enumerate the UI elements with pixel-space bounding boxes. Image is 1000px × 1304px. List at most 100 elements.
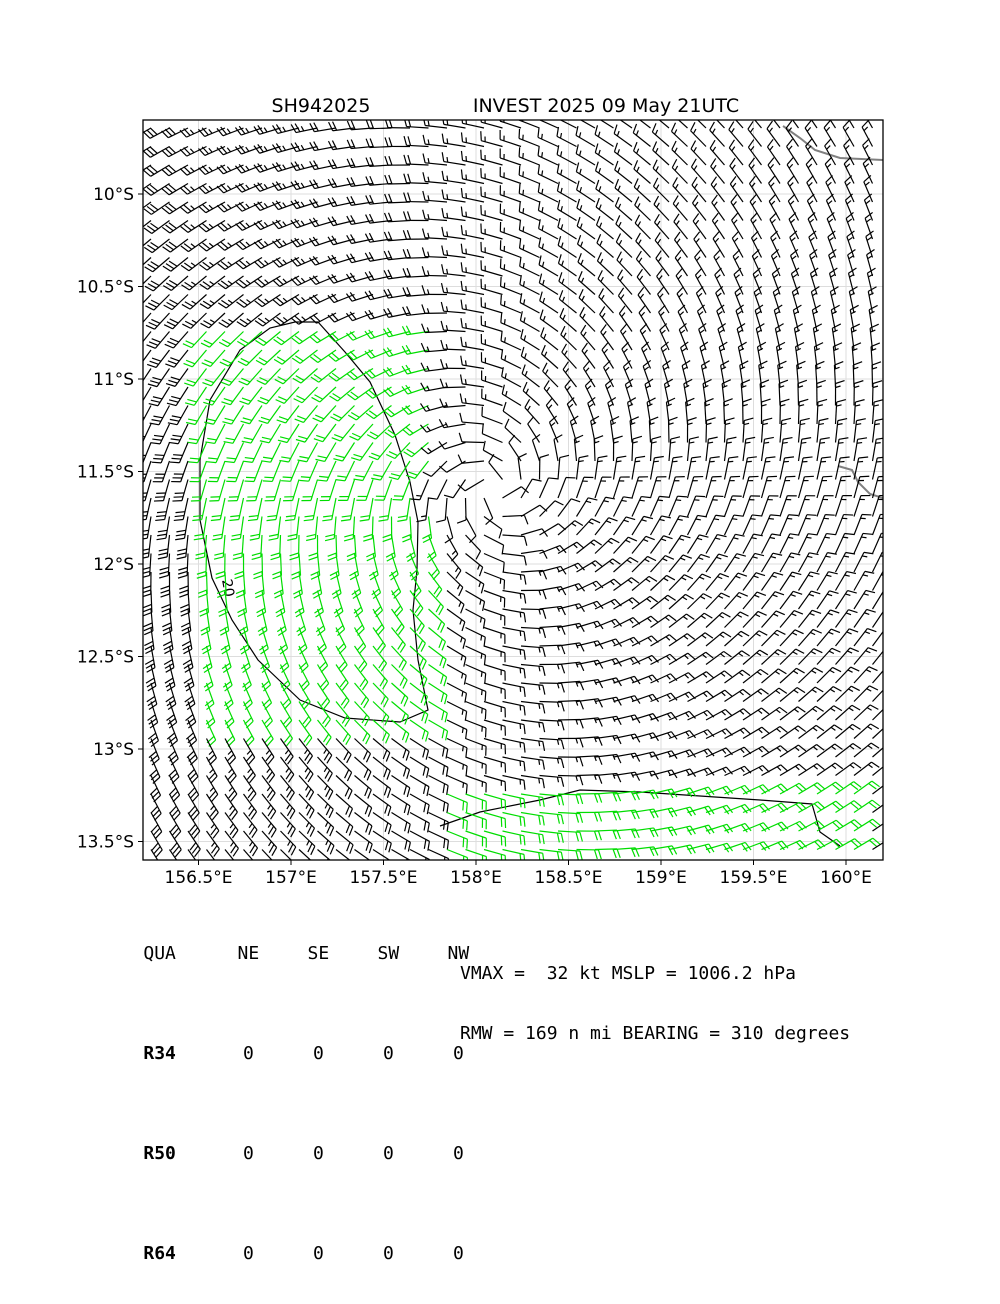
wind-barb (873, 838, 899, 850)
header-qua: QUA (143, 944, 213, 964)
wind-barb (522, 365, 539, 387)
wind-barb (447, 757, 467, 775)
wind-barb (780, 611, 803, 628)
wind-barb (577, 477, 594, 498)
wind-barb (762, 476, 777, 498)
wind-barb (780, 515, 798, 535)
wind-barb (295, 406, 318, 423)
wind-barb (277, 406, 299, 423)
wind-barb (310, 295, 336, 304)
wind-barb (365, 271, 391, 280)
wind-barb (539, 237, 558, 257)
wind-barb (461, 356, 484, 369)
wind-barb (576, 126, 595, 146)
wind-barb (309, 256, 336, 265)
cell: 0 (423, 1244, 493, 1264)
wind-barb (541, 327, 558, 350)
wind-barb (461, 337, 484, 350)
wind-barb (262, 683, 272, 709)
wind-barb (355, 794, 372, 817)
wind-barb (150, 406, 170, 425)
wind-barb (501, 277, 521, 295)
wind-barb (421, 443, 447, 454)
wind-barb (706, 515, 725, 535)
wind-barb (198, 128, 225, 137)
x-tick-label: 160°E (820, 868, 872, 888)
wind-barb (799, 534, 818, 554)
wind-barb (725, 534, 745, 553)
wind-barb (244, 702, 254, 728)
wind-barb (429, 646, 447, 668)
cell: 0 (213, 1044, 283, 1064)
wind-barb (677, 287, 687, 313)
wind-barb (246, 480, 262, 501)
wind-barb (384, 289, 410, 298)
wind-barb (639, 305, 650, 331)
wind-barb (577, 181, 595, 202)
wind-barb (836, 515, 854, 535)
wind-barb (836, 552, 856, 572)
wind-barb (481, 242, 503, 258)
wind-barb (503, 665, 526, 679)
wind-barb (351, 443, 373, 461)
header-ne: NE (213, 944, 283, 964)
wind-barb (780, 534, 799, 554)
wind-barb (830, 268, 838, 295)
wind-barb (410, 850, 430, 869)
wind-barb (520, 293, 539, 313)
wind-barb (873, 685, 897, 701)
wind-barb (688, 535, 709, 554)
wind-barb (184, 369, 206, 387)
wind-barb (721, 361, 729, 387)
wind-barb (843, 102, 854, 128)
wind-barb (392, 720, 409, 743)
wind-barb (318, 831, 334, 854)
wind-barb (484, 757, 505, 773)
wind-barb (640, 324, 650, 350)
wind-barb (397, 498, 410, 521)
wind-barb (217, 127, 244, 136)
cell: 0 (353, 1144, 423, 1164)
wind-barb (228, 480, 244, 501)
wind-barb (427, 535, 436, 562)
wind-barb (429, 628, 446, 651)
wind-barb (595, 125, 613, 146)
wind-barb (836, 533, 855, 553)
wind-barb (258, 387, 281, 404)
wind-barb (780, 476, 795, 498)
wind-barb (295, 591, 304, 617)
wind-barb (428, 480, 447, 500)
wind-barb (602, 342, 614, 368)
wind-barb (503, 702, 526, 716)
wind-barb (780, 572, 801, 590)
wind-barb (447, 702, 467, 721)
wind-barb (539, 219, 558, 239)
wind-barb (291, 258, 318, 267)
wind-barb (332, 572, 341, 598)
wind-barb (669, 477, 685, 498)
wind-barb (799, 553, 819, 572)
wind-barb (873, 762, 898, 776)
wind-barb (873, 800, 899, 813)
wind-barb (503, 683, 526, 697)
wind-barb (558, 455, 569, 479)
wind-barb (501, 331, 521, 350)
wind-barb (222, 406, 243, 425)
wind-barb (538, 146, 558, 165)
wind-barb (299, 665, 309, 691)
wind-barb (484, 535, 504, 554)
wind-barb (207, 443, 225, 463)
wind-barb (267, 498, 281, 521)
wind-barb (384, 270, 410, 279)
wind-barb (314, 424, 336, 442)
wind-barb (762, 553, 783, 572)
wind-barb (225, 443, 244, 463)
wind-barb (384, 251, 410, 260)
wind-barb (172, 480, 188, 502)
wind-barb (318, 850, 335, 873)
wind-barb (519, 129, 539, 147)
wind-barb (217, 146, 244, 155)
wind-barb (260, 424, 281, 443)
wind-barb (854, 590, 875, 609)
wind-barb (558, 200, 577, 221)
